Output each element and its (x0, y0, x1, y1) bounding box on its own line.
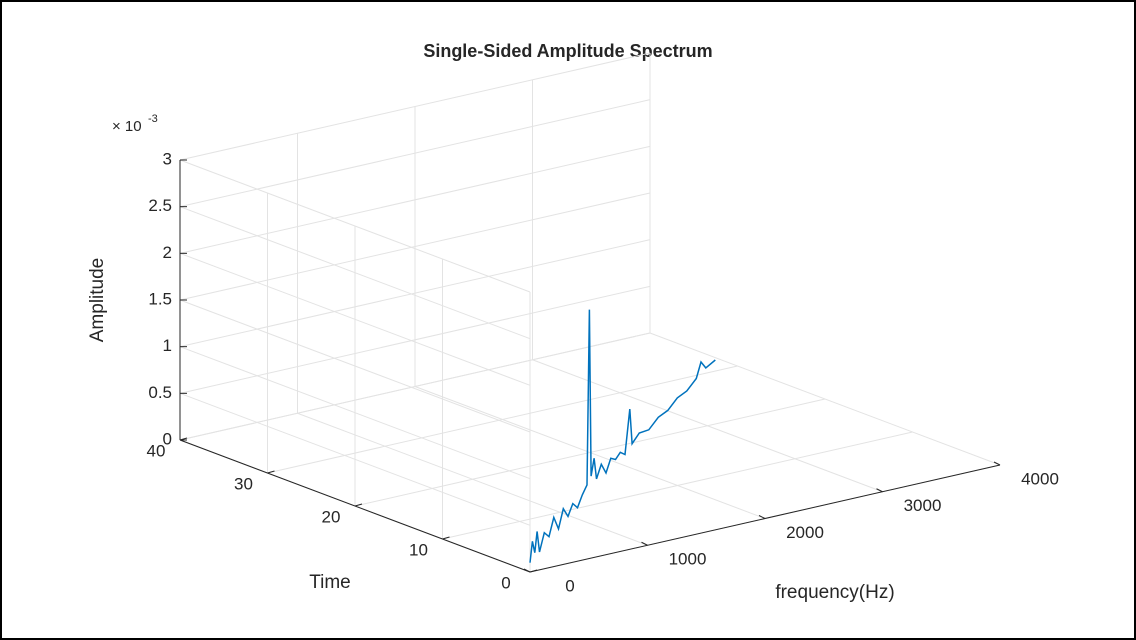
x-tick-label: 3000 (904, 496, 942, 515)
x-tick (758, 515, 766, 519)
x-axis-label: frequency(Hz) (775, 582, 894, 603)
y-tick-label: 20 (322, 507, 341, 526)
grid-line (179, 346, 531, 480)
y-tick-label: 0 (501, 573, 510, 592)
x-tick-label: 2000 (786, 523, 824, 542)
grid-line (179, 252, 531, 386)
grid-line (267, 365, 738, 474)
x-tick-label: 1000 (669, 550, 707, 569)
z-tick-label: 0 (163, 429, 172, 448)
x-tick (641, 541, 648, 546)
x-tick (876, 488, 883, 493)
grid-line (179, 206, 531, 340)
grid-line (179, 392, 531, 526)
z-multiplier: × 10 (112, 118, 142, 135)
spectrum-line (529, 309, 716, 563)
z-tick-label: 3 (163, 149, 172, 168)
x-tick (523, 568, 531, 573)
chart-title: Single-Sided Amplitude Spectrum (423, 41, 712, 61)
y-axis-label: Time (309, 572, 351, 593)
z-tick-label: 2 (163, 243, 172, 262)
y-tick-label: 30 (234, 474, 253, 493)
grid-line (179, 299, 531, 433)
grid-line (442, 431, 913, 540)
y-tick (179, 437, 188, 441)
grid-line (179, 52, 651, 161)
grid-line (179, 99, 651, 208)
grid-line (179, 332, 651, 441)
grid-line (179, 159, 531, 293)
y-tick-label: 40 (147, 441, 166, 460)
grid-line (179, 285, 651, 394)
z-tick-label: 0.5 (148, 383, 172, 402)
y-tick (529, 569, 538, 573)
x-tick-label: 0 (565, 576, 574, 595)
grid-line (354, 398, 826, 507)
z-tick-label: 2.5 (148, 196, 172, 215)
y-tick-label: 10 (409, 540, 428, 559)
y-tick (442, 536, 450, 540)
x-tick (993, 461, 1001, 466)
z-tick-label: 1 (163, 336, 172, 355)
grid-line (179, 239, 651, 348)
x-tick-label: 4000 (1021, 469, 1059, 488)
grid-line (179, 192, 651, 301)
z-multiplier-exponent: -3 (148, 113, 158, 125)
z-tick-label: 1.5 (148, 289, 172, 308)
y-tick (267, 470, 275, 474)
z-axis-label: Amplitude (87, 258, 108, 343)
y-tick (354, 503, 363, 507)
grid-line (179, 145, 651, 254)
